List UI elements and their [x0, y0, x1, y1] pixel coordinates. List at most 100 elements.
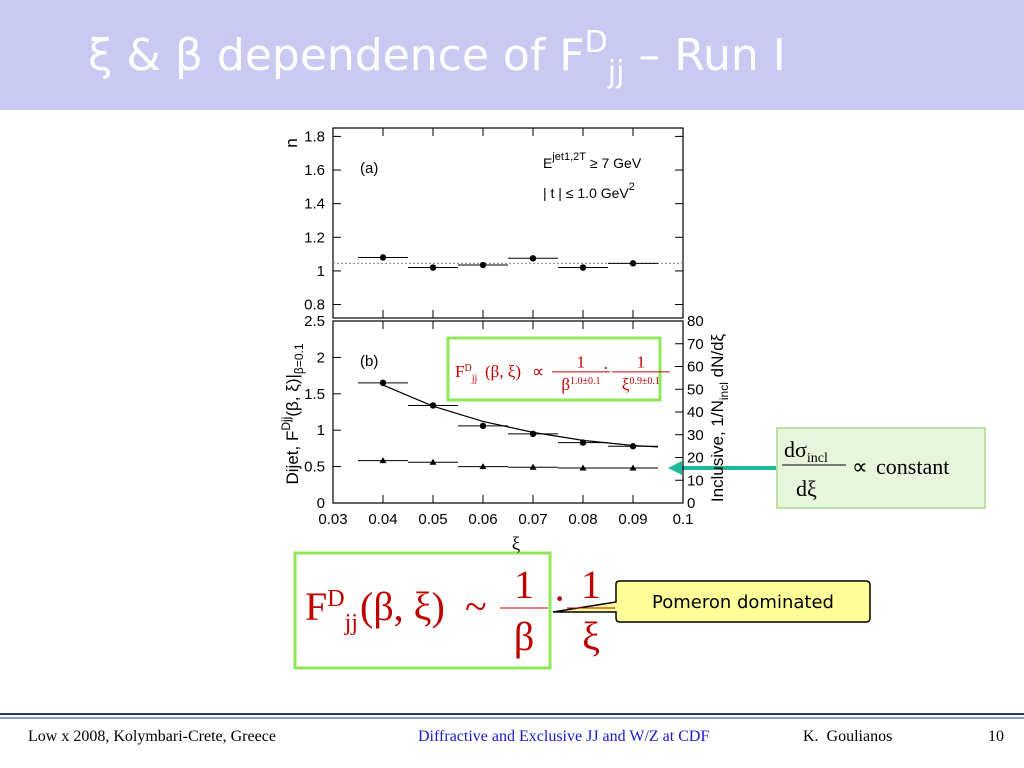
- y-tick-label: 1.2: [304, 229, 325, 246]
- fraction-denominator-part: 1.0±0.1: [570, 376, 601, 387]
- y-tick-label: 0: [317, 495, 325, 512]
- marker-circle: [479, 261, 487, 269]
- footer-author: K. Goulianos: [803, 728, 892, 745]
- y-axis-label-part: jj: [279, 417, 293, 423]
- marker-circle: [629, 443, 637, 450]
- marker-circle: [529, 255, 537, 262]
- marker-circle: [429, 264, 437, 271]
- x-tick-label: 0.07: [518, 511, 547, 528]
- formula-numerator: dσincl: [784, 437, 828, 466]
- marker-triangle: [629, 464, 637, 471]
- y2-axis-label: Inclusive, 1/Nincl dN/dξ: [708, 333, 731, 502]
- callout-box: [552, 580, 871, 623]
- formula-relation: ∝: [532, 362, 544, 381]
- y-axis-label-part: D: [279, 422, 293, 431]
- footer-page: 10: [988, 728, 1004, 745]
- title-bar: [0, 0, 1024, 110]
- y-axis-label-part: (β, ξ)|: [283, 374, 302, 417]
- fraction-denominator: β: [514, 614, 534, 659]
- fraction-numerator: 1: [581, 562, 601, 607]
- formula-lhs-part: F: [455, 362, 464, 381]
- y2-tick-label: 50: [687, 381, 704, 398]
- y-axis-label-part: Dijet, F: [283, 431, 302, 485]
- x-tick-label: 0.08: [568, 511, 597, 528]
- y-tick-label: 1: [317, 263, 325, 280]
- marker-triangle: [479, 463, 487, 470]
- marker-triangle: [529, 463, 537, 470]
- inset-formula-box: [446, 336, 662, 402]
- marker-circle: [579, 264, 587, 271]
- formula-args: (β, ξ): [360, 584, 445, 629]
- annotation-part: T: [579, 151, 586, 163]
- marker-circle: [479, 422, 487, 430]
- slide-title-part: – Run I: [624, 30, 785, 81]
- formula-numerator-part: incl: [807, 451, 828, 466]
- x-tick-label: 0.1: [673, 511, 694, 528]
- y-tick-label: 2: [317, 349, 325, 366]
- y-tick-label: 1.6: [304, 162, 325, 179]
- fraction-denominator-part: 0.9±0.1: [629, 376, 660, 387]
- y-tick-label: 1: [317, 422, 325, 439]
- x-tick-label: 0.09: [618, 511, 647, 528]
- marker-triangle: [429, 458, 437, 465]
- formula-relation: ~: [465, 584, 487, 629]
- fraction-denominator-part: β: [561, 375, 570, 394]
- callout-text: Pomeron dominated: [652, 592, 834, 613]
- marker-triangle: [579, 464, 587, 471]
- slide-title: ξ & β dependence of FDjj – Run I: [88, 25, 786, 90]
- footer-center: Diffractive and Exclusive JJ and W/Z at …: [418, 728, 709, 745]
- inclusive-formula-box: [776, 427, 986, 509]
- x-tick-label: 0.06: [468, 511, 497, 528]
- formula-lhs-part: jj: [471, 373, 478, 384]
- arrow-head: [668, 461, 682, 475]
- annotation: Ejet1,2T ≥ 7 GeV: [543, 151, 642, 171]
- formula-lhs: FDjj: [455, 362, 477, 384]
- plot-frame: [332, 127, 684, 319]
- fraction-denominator-part: ξ: [582, 614, 600, 659]
- y-axis-label-part: β=0.1: [292, 343, 306, 374]
- annotation-part: | t | ≤ 1.0 GeV: [543, 185, 629, 201]
- fraction-numerator: 1: [514, 562, 534, 607]
- formula-lhs-part: F: [305, 584, 327, 629]
- fraction-numerator: 1: [637, 353, 646, 372]
- y-tick-label: 1.4: [304, 196, 325, 213]
- formula-args: (β, ξ): [485, 362, 521, 381]
- main-formula-box: [293, 551, 552, 670]
- y2-tick-label: 70: [687, 336, 704, 353]
- slide-title-part: D: [585, 25, 608, 60]
- x-tick-label: 0.04: [368, 511, 397, 528]
- fraction-denominator-part: β: [514, 614, 534, 659]
- marker-circle: [629, 260, 637, 267]
- fraction-denominator: ξ0.9±0.1: [622, 375, 660, 394]
- x-tick-label: 0.05: [418, 511, 447, 528]
- y-tick-label: 2.5: [304, 313, 325, 330]
- fit-line: [382, 384, 659, 448]
- marker-circle: [379, 379, 387, 387]
- footer-left: Low x 2008, Kolymbari-Crete, Greece: [28, 728, 276, 745]
- x-tick-label: 0.03: [318, 511, 347, 528]
- slide-title-part: ξ & β dependence of F: [88, 30, 585, 81]
- formula-lhs-part: jj: [344, 610, 358, 636]
- formula-rhs: constant: [876, 454, 949, 479]
- y2-tick-label: 60: [687, 359, 704, 376]
- annotation-part: ≥ 7 GeV: [586, 155, 642, 171]
- y2-tick-label: 20: [687, 450, 704, 467]
- annotation-part: jet1,2: [551, 151, 579, 163]
- y2-tick-label: 0: [687, 495, 695, 512]
- marker-circle: [379, 254, 387, 261]
- formula-lhs-part: D: [464, 363, 471, 374]
- y-tick-label: 0.5: [304, 459, 325, 476]
- y-tick-label: 1.8: [304, 128, 325, 145]
- x-axis-label: ξ: [512, 534, 521, 555]
- panel-label: (b): [360, 353, 378, 370]
- fraction-denominator: ξ: [582, 614, 600, 659]
- slide-title-part: jj: [607, 55, 625, 90]
- y2-tick-label: 80: [687, 313, 704, 330]
- y-tick-label: 1.5: [304, 386, 325, 403]
- y-axis-label: n: [282, 138, 301, 147]
- fraction-numerator: 1: [577, 353, 586, 372]
- y2-axis-label-part: dN/dξ: [708, 333, 727, 382]
- annotation: | t | ≤ 1.0 GeV2: [543, 181, 635, 201]
- panel-label: (a): [360, 160, 378, 177]
- fraction-denominator-part: ξ: [622, 375, 630, 394]
